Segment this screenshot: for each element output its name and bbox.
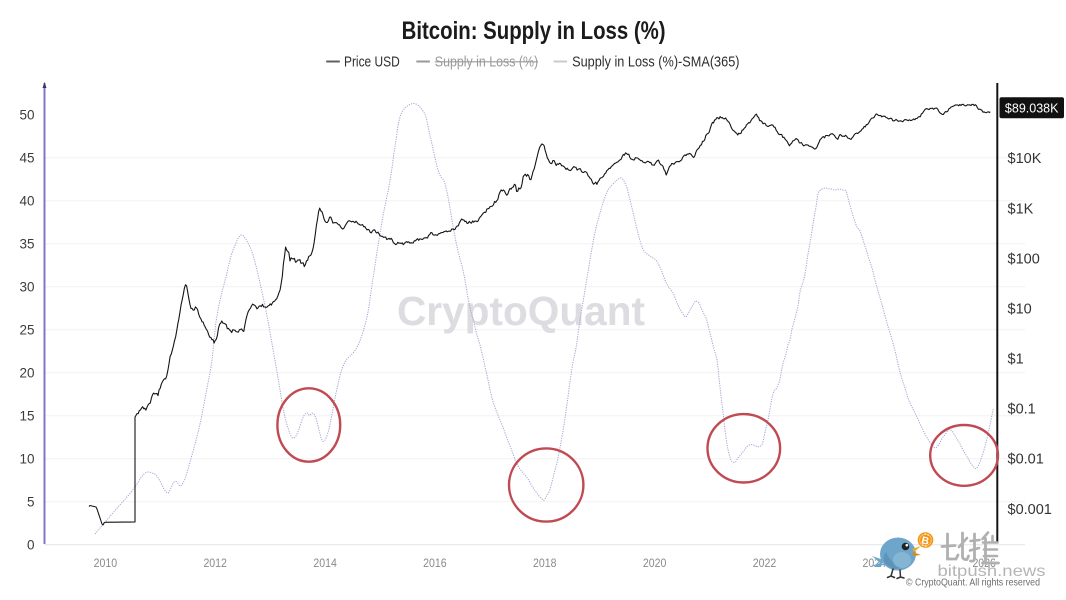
svg-text:0: 0: [27, 537, 35, 552]
svg-text:$89.038K: $89.038K: [1005, 102, 1059, 116]
svg-text:$10: $10: [1008, 301, 1032, 317]
svg-text:$1K: $1K: [1008, 201, 1034, 217]
svg-text:20: 20: [19, 365, 34, 380]
svg-text:10: 10: [19, 451, 34, 466]
svg-text:$10K: $10K: [1008, 151, 1042, 167]
svg-text:2012: 2012: [203, 556, 227, 570]
svg-text:B: B: [920, 535, 930, 548]
svg-text:50: 50: [19, 107, 34, 122]
svg-text:$0.01: $0.01: [1008, 452, 1044, 468]
svg-text:$0.001: $0.001: [1008, 502, 1052, 518]
svg-text:35: 35: [19, 236, 34, 251]
svg-text:bitpush.news: bitpush.news: [938, 563, 1046, 580]
svg-text:CryptoQuant: CryptoQuant: [397, 288, 645, 334]
svg-text:45: 45: [19, 150, 34, 165]
svg-text:2020: 2020: [643, 556, 667, 570]
svg-text:5: 5: [27, 494, 35, 509]
svg-text:2010: 2010: [94, 556, 118, 570]
svg-text:© CryptoQuant. All rights rese: © CryptoQuant. All rights reserved: [906, 577, 1040, 589]
svg-text:Bitcoin: Supply in Loss (%): Bitcoin: Supply in Loss (%): [402, 17, 666, 45]
svg-text:Price USD: Price USD: [344, 54, 400, 71]
svg-text:2018: 2018: [533, 556, 557, 570]
svg-text:$0.1: $0.1: [1008, 402, 1036, 418]
svg-text:25: 25: [19, 322, 34, 337]
svg-text:2014: 2014: [313, 556, 337, 570]
svg-text:2016: 2016: [423, 556, 447, 570]
svg-text:15: 15: [19, 408, 34, 423]
svg-text:Supply in Loss (%)-SMA(365): Supply in Loss (%)-SMA(365): [572, 54, 739, 71]
svg-text:40: 40: [19, 193, 34, 208]
svg-text:30: 30: [19, 279, 34, 294]
svg-text:$100: $100: [1008, 251, 1040, 267]
svg-text:$1: $1: [1008, 352, 1024, 368]
svg-text:2022: 2022: [753, 556, 777, 570]
